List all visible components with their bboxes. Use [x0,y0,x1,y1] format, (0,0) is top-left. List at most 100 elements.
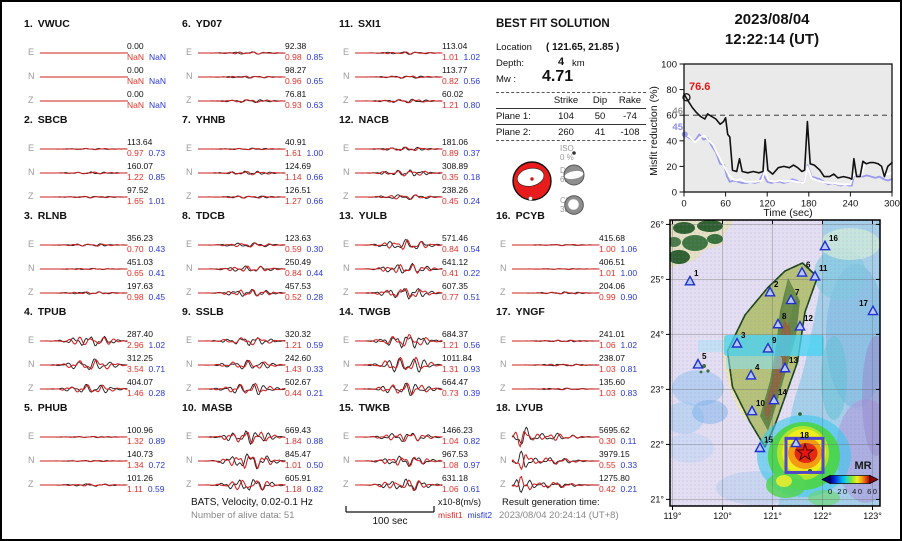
component-row-E: E 320.32 1.21 0.59 [182,329,336,352]
trace-values: 3979.15 0.55 0.33 [599,449,637,471]
trace-waveform [40,435,128,439]
map-station-marker-17: 17 [859,299,879,316]
misfit1-value: 0.73 [442,388,459,398]
component-row-N: N 641.12 0.41 0.22 [339,257,493,280]
station-epicenter-map: MR 0 20 40 60 119° 120° 121° 122° 123°26°25°… [650,219,882,521]
component-label: E [186,431,193,441]
map-lon-tick: 119° [664,511,682,521]
mw-value: 4.71 [542,68,574,85]
station-number: 6. [182,18,191,30]
misfit1-value: 1.21 [442,340,459,350]
misfit1-value: 0.45 [442,196,459,206]
svg-text:0: 0 [681,199,686,210]
component-label: E [28,239,35,249]
misfit1-value: 0.55 [599,460,616,470]
misfit1-value: NaN [127,76,145,86]
station-number: 10. [182,402,197,414]
misfit1-value: 1.61 [285,148,302,158]
trace-waveform [197,337,286,346]
trace-values: 571.46 0.84 0.54 [442,233,480,255]
station-code: SXI1 [358,18,381,30]
trace-waveform [512,363,600,367]
mw-row: Mw : 4.71 [496,68,573,85]
misfit1-value: 1.14 [285,172,302,182]
trace-waveform [355,287,443,300]
component-label: N [28,167,35,177]
misfit2-value: 0.21 [306,388,324,398]
trace-waveform [198,51,286,55]
map-station-number: 8 [782,312,787,321]
map-station-number: 1 [694,269,699,278]
trace-values: 664.47 0.73 0.39 [442,377,480,399]
station-header: 12. NACB [339,114,389,126]
station-panel-LYUB: 18. LYUB E 5695.62 0.30 0.11 N 3979.15 0.55 0.33 Z… [496,402,650,496]
trace-waveform [355,334,443,349]
trace-amplitude: 140.73 [127,449,153,459]
trace-values: 406.51 1.01 1.00 [599,257,637,279]
component-row-Z: Z 0.00 NaN NaN [24,89,178,112]
svg-text:180: 180 [801,199,817,210]
misfit2-value: 0.83 [620,388,638,398]
map-lon-tick: 121° [763,511,782,521]
misfit1-value: NaN [127,52,145,62]
trace-amplitude: 607.35 [442,281,468,291]
trace-waveform [354,478,443,492]
trace-waveform [40,291,128,295]
trace-amplitude: 356.23 [127,233,153,243]
plane1-strike: 104 [558,111,574,122]
trace-amplitude: 0.00 [127,65,144,75]
start-marker-black [682,93,691,102]
misfit1-value: 1.04 [442,436,459,446]
station-header: 13. YULB [339,210,387,222]
station-number: 4. [24,306,33,318]
component-label: N [186,455,193,465]
misfit2-value: 0.28 [148,388,166,398]
misfit-reduction-best [683,93,893,180]
misfit2-value: 0.85 [148,172,166,182]
strike-header: Strike [553,95,579,106]
trace-waveform [355,239,443,251]
station-code: PHUB [37,402,68,414]
trace-waveform [354,169,443,177]
component-label: Z [343,479,349,489]
map-station-number: 17 [859,299,868,308]
misfit1-value: 0.35 [442,172,459,182]
station-code: YHNB [195,114,226,126]
trace-values: 1011.84 1.31 0.93 [442,353,480,375]
component-row-E: E 684.37 1.21 0.56 [339,329,493,352]
component-row-E: E 40.91 1.61 1.00 [182,137,336,160]
component-row-N: N 0.00 NaN NaN [24,65,178,88]
trace-values: 113.77 0.82 0.56 [442,65,480,87]
station-code: PCYB [515,210,545,222]
station-header: 15. TWKB [339,402,390,414]
station-code: VWUC [37,18,70,30]
result-time-label: Result generation time: [502,497,600,508]
misfit2-value: 0.37 [463,148,481,158]
trace-waveform [40,171,128,175]
misfit1-value: 0.44 [285,388,302,398]
trace-amplitude: 123.63 [285,233,311,243]
misfit1-value: 0.98 [285,52,302,62]
depth-label: Depth: [496,58,524,69]
misfit2-value: 1.02 [620,340,638,350]
trace-values: 5695.62 0.30 0.11 [599,425,636,447]
map-lat-tick: 26° [650,219,664,229]
trace-waveform [197,478,286,491]
trace-amplitude: 0.00 [127,41,144,51]
trace-values: 641.12 0.41 0.22 [442,257,480,279]
station-header: 2. SBCB [24,114,68,126]
misfit2-value: 0.59 [306,340,324,350]
trace-values: 684.37 1.21 0.56 [442,329,480,351]
station-panel-TWKB: 15. TWKB E 1466.23 1.04 0.82 N 967.53 1.08 0.97 Z 6… [339,402,493,496]
misfit1-value: 1.34 [127,460,144,470]
trace-amplitude: 250.49 [285,257,311,267]
trace-waveform [198,99,286,104]
map-station-marker-1: 1 [684,269,699,286]
component-label: E [500,239,507,249]
misfit1-value: 1.21 [285,340,302,350]
misfit1-value: 0.84 [285,268,302,278]
misfit2-value: 0.51 [463,292,481,302]
trace-waveform [354,382,443,396]
station-panel-YHNB: 7. YHNB E 40.91 1.61 1.00 N 124.69 1.14 0.66 Z 126.… [182,114,336,208]
component-row-E: E 113.04 1.01 1.02 [339,41,493,64]
